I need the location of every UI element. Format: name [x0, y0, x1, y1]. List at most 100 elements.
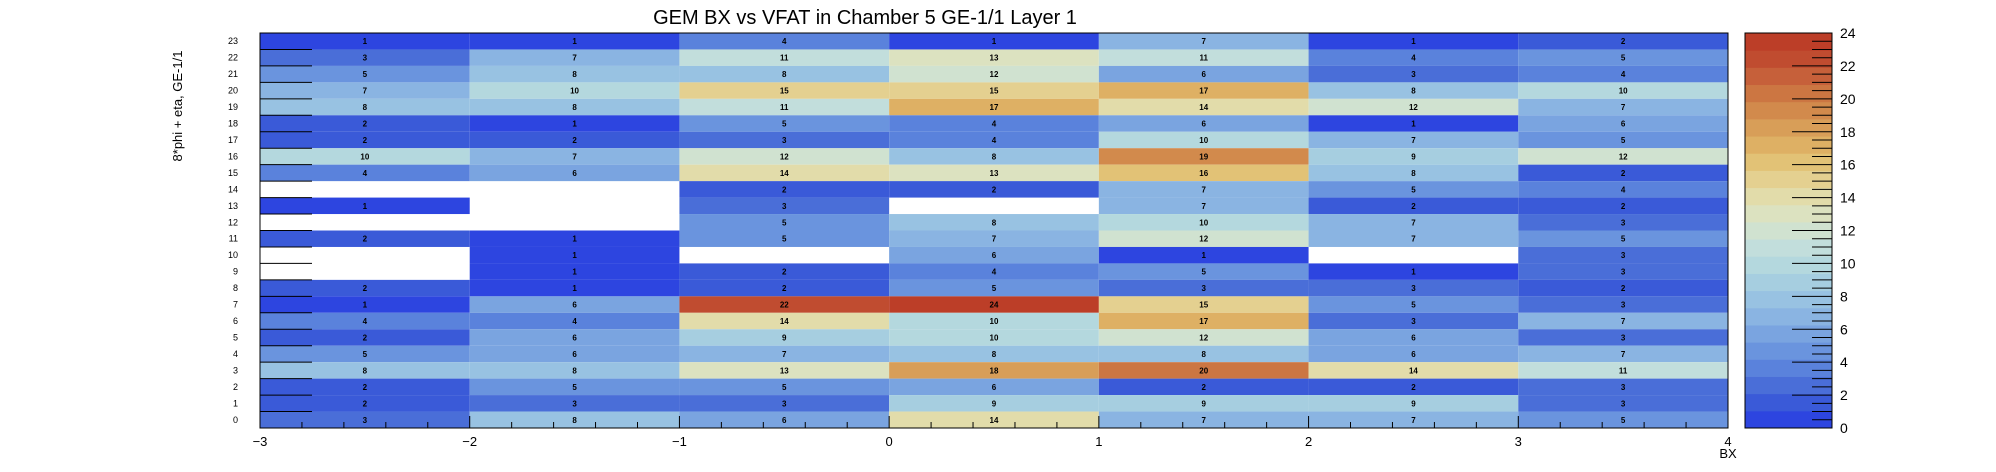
colorbar-segment — [1745, 67, 1832, 86]
x-tick-label: −2 — [462, 434, 477, 449]
cell-value-label: 13 — [990, 169, 999, 178]
cell-value-label: 6 — [1411, 333, 1416, 342]
heatmap-cell — [679, 82, 890, 99]
heatmap-cell — [679, 329, 890, 346]
cell-value-label: 8 — [1411, 87, 1416, 96]
heatmap-cell — [1518, 115, 1728, 132]
y-tick-label: 1 — [233, 398, 238, 408]
heatmap-cell — [1098, 395, 1309, 412]
heatmap-cell — [1308, 263, 1519, 280]
cell-value-label: 14 — [1409, 366, 1418, 375]
cell-value-label: 3 — [782, 399, 787, 408]
x-tick-label: −1 — [672, 434, 687, 449]
heatmap-cell — [1518, 296, 1728, 313]
cell-value-label: 1 — [1411, 268, 1416, 277]
colorbar-segment — [1745, 359, 1832, 377]
cell-value-label: 3 — [1411, 317, 1416, 326]
cell-value-label: 4 — [363, 317, 368, 326]
cell-value-label: 6 — [1411, 350, 1416, 359]
heatmap-cell — [1098, 98, 1309, 116]
heatmap-cell — [260, 115, 470, 132]
y-tick-label: 10 — [228, 250, 238, 260]
heatmap-cell — [260, 98, 470, 116]
heatmap-cell — [1308, 131, 1519, 149]
heatmap-cell — [469, 148, 680, 165]
cell-value-label: 1 — [1201, 251, 1206, 260]
colorbar-tick-label: 10 — [1840, 255, 1856, 271]
heatmap-cell — [679, 164, 890, 182]
heatmap-cell — [1098, 378, 1309, 396]
cell-value-label: 1 — [1411, 120, 1416, 129]
cell-value-label: 12 — [1199, 333, 1208, 342]
heatmap-cell — [1518, 33, 1728, 50]
heatmap-cell — [1518, 312, 1728, 330]
heatmap-cell — [1518, 148, 1728, 165]
heatmap-cell — [260, 378, 470, 396]
cell-value-label: 11 — [780, 103, 789, 112]
heatmap-cell — [1308, 279, 1519, 297]
heatmap-cell — [1098, 279, 1309, 297]
heatmap-cell — [469, 230, 680, 247]
colorbar-tick-label: 14 — [1840, 190, 1856, 206]
heatmap-cell — [889, 395, 1099, 412]
colorbar-tick-label: 8 — [1840, 288, 1848, 304]
heatmap-cell — [889, 49, 1099, 66]
heatmap-cell — [1308, 148, 1519, 165]
y-tick-label: 22 — [228, 53, 238, 63]
chart-title: GEM BX vs VFAT in Chamber 5 GE-1/1 Layer… — [653, 7, 1077, 29]
cell-value-label: 2 — [1411, 202, 1416, 211]
heatmap-cell — [679, 230, 890, 247]
cell-value-label: 14 — [990, 416, 999, 425]
heatmap-cell — [1098, 296, 1309, 313]
cell-value-label: 9 — [1201, 399, 1206, 408]
y-tick-label: 20 — [228, 86, 238, 96]
heatmap-cell — [469, 329, 680, 346]
colorbar-tick-label: 0 — [1840, 420, 1848, 436]
heatmap-cell — [1518, 98, 1728, 116]
cell-value-label: 2 — [363, 120, 368, 129]
cell-value-label: 5 — [1621, 235, 1626, 244]
heatmap-cell — [1308, 395, 1519, 412]
heatmap-cell — [1308, 411, 1519, 428]
colorbar-segment — [1745, 324, 1832, 343]
cell-value-label: 10 — [990, 317, 999, 326]
heatmap-cell — [469, 98, 680, 116]
heatmap-cell — [1098, 181, 1309, 198]
heatmap-cell — [889, 181, 1099, 198]
cell-value-label: 1 — [572, 120, 577, 129]
heatmap-cell — [889, 82, 1099, 99]
colorbar-segment — [1745, 239, 1832, 257]
heatmap-cell — [679, 312, 890, 330]
heatmap-cell — [1098, 230, 1309, 247]
colorbar-tick-label: 24 — [1840, 25, 1856, 41]
cell-value-label: 7 — [572, 152, 577, 161]
x-axis: −3 −2 −1 0 1 2 3 4 — [253, 416, 1732, 449]
heatmap-cell — [1098, 197, 1309, 215]
cell-value-label: 6 — [572, 301, 577, 310]
heatmap-cell — [1308, 115, 1519, 132]
cell-value-label: 9 — [782, 333, 787, 342]
cell-value-label: 7 — [1411, 235, 1416, 244]
colorbar-segment — [1745, 410, 1832, 429]
y-tick-label: 17 — [228, 135, 238, 145]
x-tick-label: 4 — [1724, 434, 1731, 449]
colorbar-tick-label: 20 — [1840, 91, 1856, 107]
heatmap-cell — [260, 82, 470, 99]
cell-value-label: 7 — [1201, 202, 1206, 211]
heatmap-cell — [260, 312, 470, 330]
heatmap-cell — [1098, 131, 1309, 149]
heatmap-cell — [260, 33, 470, 50]
heatmap-cell — [1308, 65, 1519, 83]
colorbar-segment — [1745, 221, 1832, 240]
cell-value-label: 1 — [363, 202, 368, 211]
heatmap-cell — [469, 362, 680, 379]
heatmap-cell — [1308, 378, 1519, 396]
heatmap-cell — [469, 33, 680, 50]
heatmap-cell — [679, 378, 890, 396]
heatmap-cell — [889, 65, 1099, 83]
cell-value-label: 5 — [363, 350, 368, 359]
cell-value-label: 8 — [1201, 350, 1206, 359]
heatmap-cell — [679, 362, 890, 379]
